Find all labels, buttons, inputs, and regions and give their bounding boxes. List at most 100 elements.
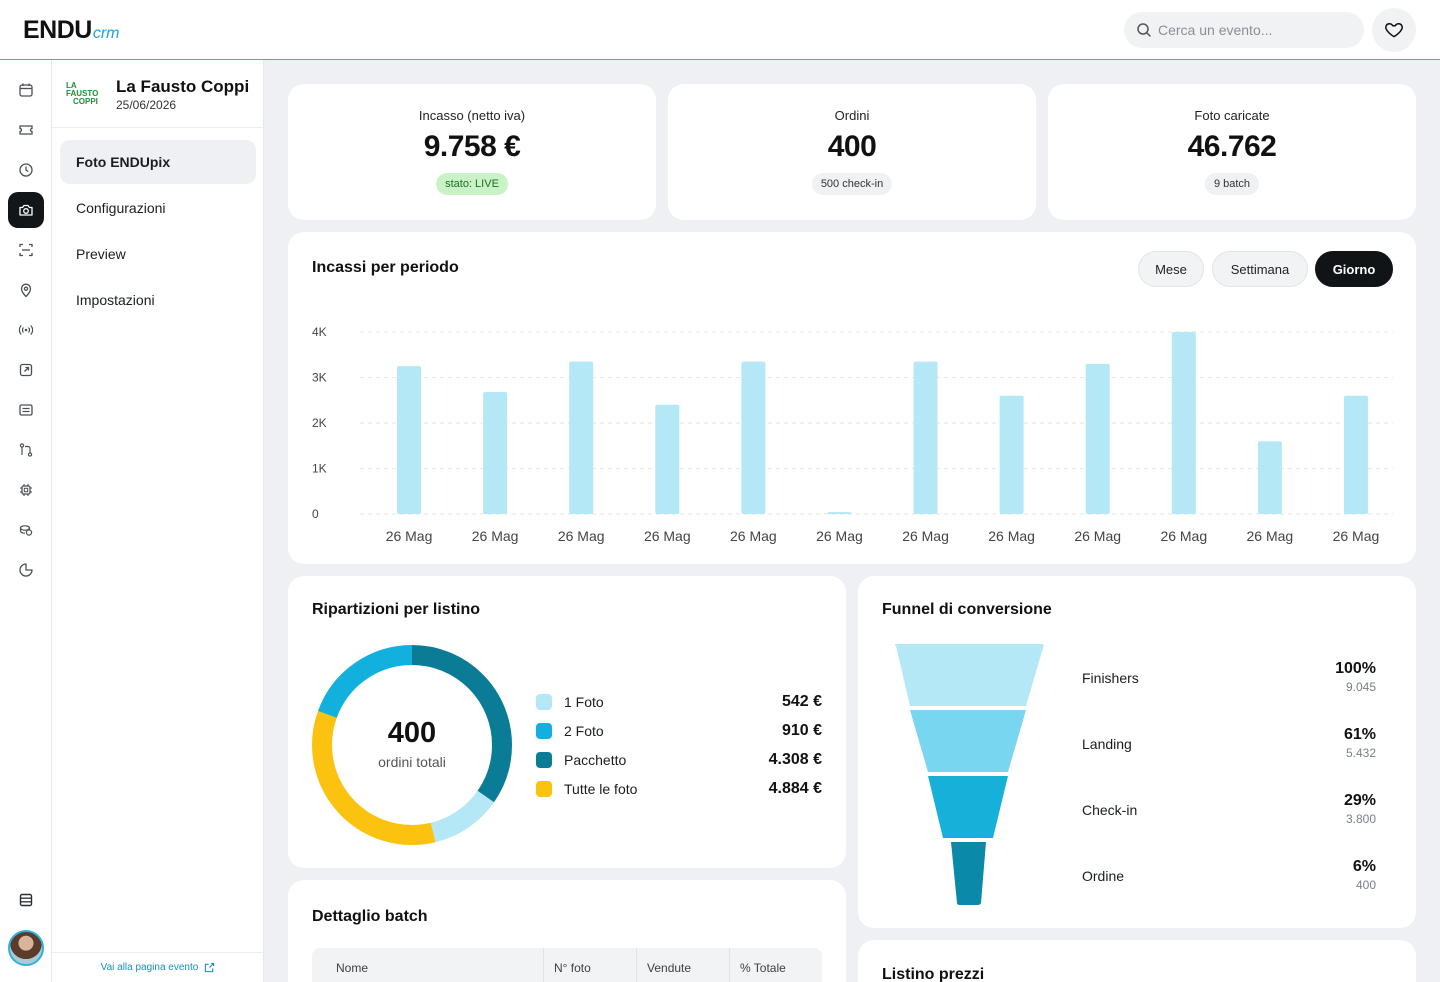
- rail-tickets[interactable]: [8, 112, 44, 148]
- column-header-nome[interactable]: Nome: [312, 948, 544, 982]
- legend-name: 2 Foto: [564, 723, 604, 739]
- scan-icon: [19, 243, 33, 257]
- revenue-chart-card: Incassi per periodo Mese Settimana Giorn…: [288, 232, 1416, 564]
- search-input[interactable]: [1158, 22, 1358, 38]
- nav-item-label: Preview: [76, 246, 126, 262]
- donut-chart: [312, 645, 512, 845]
- legend-item: Tutte le foto 4.884 €: [536, 779, 822, 799]
- y-tick-label: 3K: [312, 371, 327, 385]
- rail-payments[interactable]: [8, 512, 44, 548]
- column-header-n-foto[interactable]: N° foto: [544, 948, 637, 982]
- funnel-step-count: 3.800: [1345, 812, 1376, 826]
- nav-item-preview[interactable]: Preview: [60, 232, 256, 276]
- nav-item-label: Impostazioni: [76, 292, 155, 308]
- rail-share[interactable]: [8, 352, 44, 388]
- event-title: La Fausto Coppi: [116, 77, 250, 96]
- search-box[interactable]: [1124, 12, 1364, 48]
- y-tick-label: 0: [312, 507, 319, 521]
- nav-item-impostazioni[interactable]: Impostazioni: [60, 278, 256, 322]
- funnel-step-ordine: [951, 842, 986, 905]
- legend-swatch: [536, 694, 552, 710]
- brand-logo[interactable]: ENDUcrm: [23, 16, 120, 44]
- nav-item-configurazioni[interactable]: Configurazioni: [60, 186, 256, 230]
- revenue-bar-chart: 0 1K 2K 3K 4K 26 Mag 26 Mag 26 Mag 26 Mag 26 Mag 2…: [312, 325, 1393, 544]
- rail-map[interactable]: [8, 272, 44, 308]
- checkin-badge: 500 check-in: [811, 173, 893, 195]
- rail-compare[interactable]: [8, 432, 44, 468]
- donut-segment: [312, 645, 512, 845]
- rail-calendar[interactable]: [8, 72, 44, 108]
- bar: [483, 392, 508, 514]
- chip-icon: [20, 484, 32, 496]
- x-tick-label: 26 Mag: [1333, 528, 1380, 544]
- funnel-row: Ordine 6% 400: [1082, 856, 1376, 896]
- rail-history[interactable]: [8, 152, 44, 188]
- rail-layers[interactable]: [8, 882, 44, 918]
- git-compare-icon: [19, 443, 33, 457]
- kpi-label: Ordini: [834, 108, 870, 123]
- period-button-mese[interactable]: Mese: [1138, 251, 1204, 287]
- pie-chart-icon: [19, 563, 33, 577]
- legend-item: Pacchetto 4.308 €: [536, 750, 822, 770]
- x-tick-label: 26 Mag: [816, 528, 863, 544]
- donut-segment: [312, 645, 512, 845]
- legend-swatch: [536, 752, 552, 768]
- nav-item-label: Configurazioni: [76, 200, 166, 216]
- icon-rail: [0, 60, 52, 982]
- status-badge: stato: LIVE: [436, 173, 508, 195]
- batch-badge: 9 batch: [1204, 173, 1260, 195]
- funnel-step-finishers: [894, 644, 1044, 706]
- funnel-step-percent: 61%: [1343, 726, 1376, 743]
- search-icon: [1137, 23, 1151, 37]
- funnel-step-name: Finishers: [1082, 670, 1139, 686]
- favorites-button[interactable]: [1372, 8, 1416, 52]
- legend-item: 1 Foto 542 €: [536, 692, 822, 712]
- rail-chip[interactable]: [8, 472, 44, 508]
- kpi-card-photos: Foto caricate 46.762 9 batch: [1048, 84, 1416, 220]
- rail-reports[interactable]: [8, 552, 44, 588]
- user-avatar[interactable]: [8, 930, 44, 966]
- map-pin-icon: [20, 283, 32, 298]
- bar: [1257, 441, 1282, 514]
- x-tick-label: 26 Mag: [1074, 528, 1121, 544]
- event-page-link[interactable]: Vai alla pagina evento: [52, 952, 264, 982]
- revenue-chart-title: Incassi per periodo: [312, 259, 459, 276]
- x-tick-label: 26 Mag: [386, 528, 433, 544]
- column-header-vendute[interactable]: Vendute: [637, 948, 730, 982]
- rail-scan[interactable]: [8, 232, 44, 268]
- period-button-settimana[interactable]: Settimana: [1212, 251, 1308, 287]
- kpi-card-orders: Ordini 400 500 check-in: [668, 84, 1036, 220]
- nav-item-foto-endupix[interactable]: Foto ENDUpix: [60, 140, 256, 184]
- legend-name: 1 Foto: [564, 694, 604, 710]
- legend-value: 4.884 €: [768, 780, 822, 797]
- list-icon: [19, 404, 33, 416]
- legend-name: Pacchetto: [564, 752, 627, 768]
- funnel-row: Check-in 29% 3.800: [1082, 790, 1376, 830]
- funnel-row: Finishers 100% 9.045: [1082, 658, 1376, 698]
- batch-title: Dettaglio batch: [312, 908, 428, 925]
- price-list-card: Listino prezzi: [858, 940, 1416, 982]
- funnel-step-name: Landing: [1082, 736, 1132, 752]
- external-link-icon: [205, 962, 215, 973]
- bar: [827, 512, 852, 514]
- column-header-percent-totale[interactable]: % Totale: [740, 961, 786, 975]
- funnel-graphic: [894, 644, 1044, 905]
- bar: [999, 395, 1024, 514]
- ticket-icon: [19, 125, 33, 135]
- rail-list[interactable]: [8, 392, 44, 428]
- x-tick-label: 26 Mag: [1247, 528, 1294, 544]
- period-button-giorno[interactable]: Giorno: [1315, 251, 1393, 287]
- event-page-link-label: Vai alla pagina evento: [100, 962, 199, 973]
- bar: [1171, 332, 1196, 514]
- y-tick-label: 2K: [312, 416, 327, 430]
- clock-icon: [19, 163, 33, 177]
- top-bar: ENDUcrm: [0, 0, 1440, 60]
- bar: [741, 361, 766, 514]
- rail-photos[interactable]: [8, 192, 44, 228]
- camera-icon: [19, 204, 33, 216]
- rail-live[interactable]: [8, 312, 44, 348]
- funnel-step-percent: 100%: [1335, 660, 1376, 677]
- breakdown-title: Ripartizioni per listino: [312, 601, 481, 618]
- kpi-value: 46.762: [1187, 130, 1277, 163]
- y-tick-label: 4K: [312, 325, 327, 339]
